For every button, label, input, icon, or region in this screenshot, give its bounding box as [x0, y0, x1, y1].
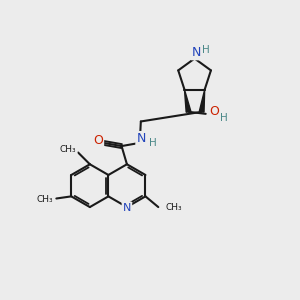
Text: O: O: [93, 134, 103, 147]
Text: CH₃: CH₃: [166, 202, 182, 211]
Text: N: N: [192, 46, 201, 59]
Text: O: O: [210, 105, 219, 118]
Polygon shape: [184, 90, 191, 112]
Text: N: N: [136, 132, 146, 145]
Text: H: H: [202, 45, 210, 55]
Text: CH₃: CH₃: [60, 145, 76, 154]
Text: CH₃: CH₃: [36, 196, 53, 205]
Text: N: N: [123, 203, 131, 213]
Text: H: H: [149, 138, 157, 148]
Polygon shape: [199, 90, 205, 112]
Text: H: H: [220, 113, 227, 123]
